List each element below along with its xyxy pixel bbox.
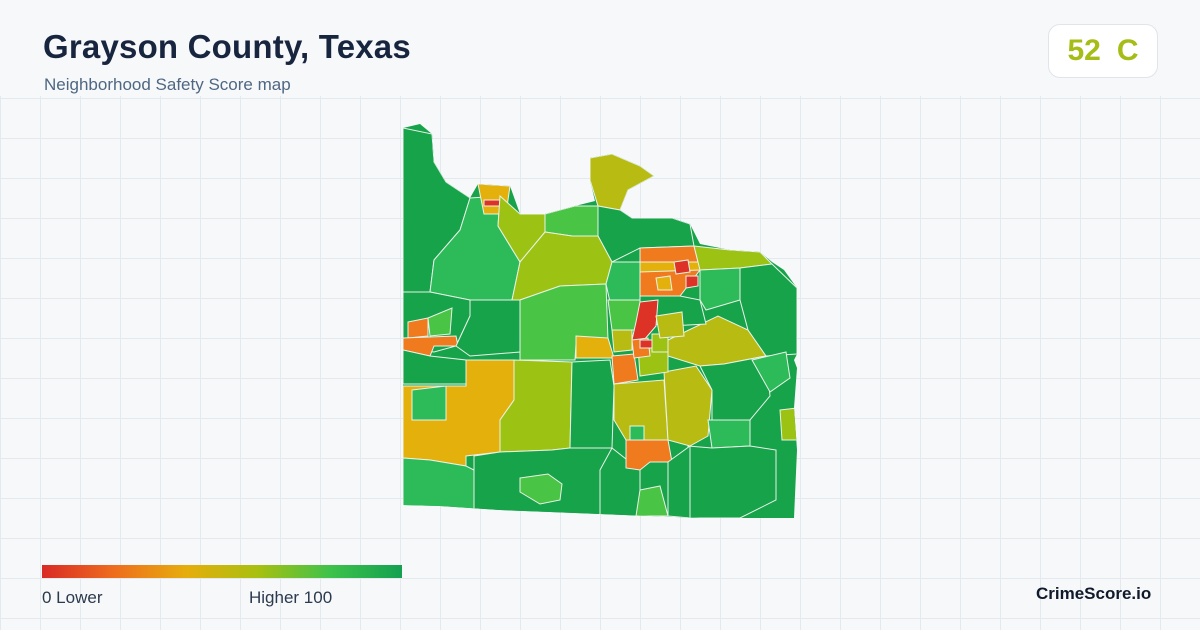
page-subtitle: Neighborhood Safety Score map (44, 75, 291, 94)
tract (779, 407, 797, 441)
score-grade: C (1116, 34, 1139, 67)
tract (427, 307, 453, 337)
tract (629, 425, 645, 441)
tract (655, 311, 685, 339)
tract (639, 261, 701, 273)
tract (519, 473, 563, 505)
tract (589, 153, 655, 211)
brand-logo-text: CrimeScore.io (1036, 584, 1152, 603)
tract (667, 445, 691, 518)
tract (707, 419, 751, 449)
legend-color-scale (42, 565, 402, 578)
tract (611, 353, 639, 385)
legend-max-label: Higher 100 (249, 588, 333, 607)
header-band (0, 0, 1200, 96)
score-value: 52 (1067, 34, 1101, 67)
tract (411, 385, 447, 421)
tract (639, 339, 653, 349)
tract (544, 205, 599, 237)
tract (403, 457, 475, 511)
tract (663, 365, 713, 447)
tract (699, 355, 771, 421)
legend-min-label: 0 Lower (42, 588, 103, 607)
tract (751, 351, 791, 393)
tract (575, 335, 615, 359)
tract (655, 275, 673, 291)
tract (605, 261, 641, 303)
tract (483, 199, 501, 207)
page-title: Grayson County, Texas (43, 28, 411, 65)
tract (611, 329, 633, 353)
tract (685, 275, 699, 289)
tract (407, 317, 429, 339)
score-badge: 52 C (1048, 24, 1158, 78)
tract (699, 267, 741, 311)
tract (403, 335, 459, 357)
tract (569, 359, 615, 449)
tract (673, 259, 691, 275)
